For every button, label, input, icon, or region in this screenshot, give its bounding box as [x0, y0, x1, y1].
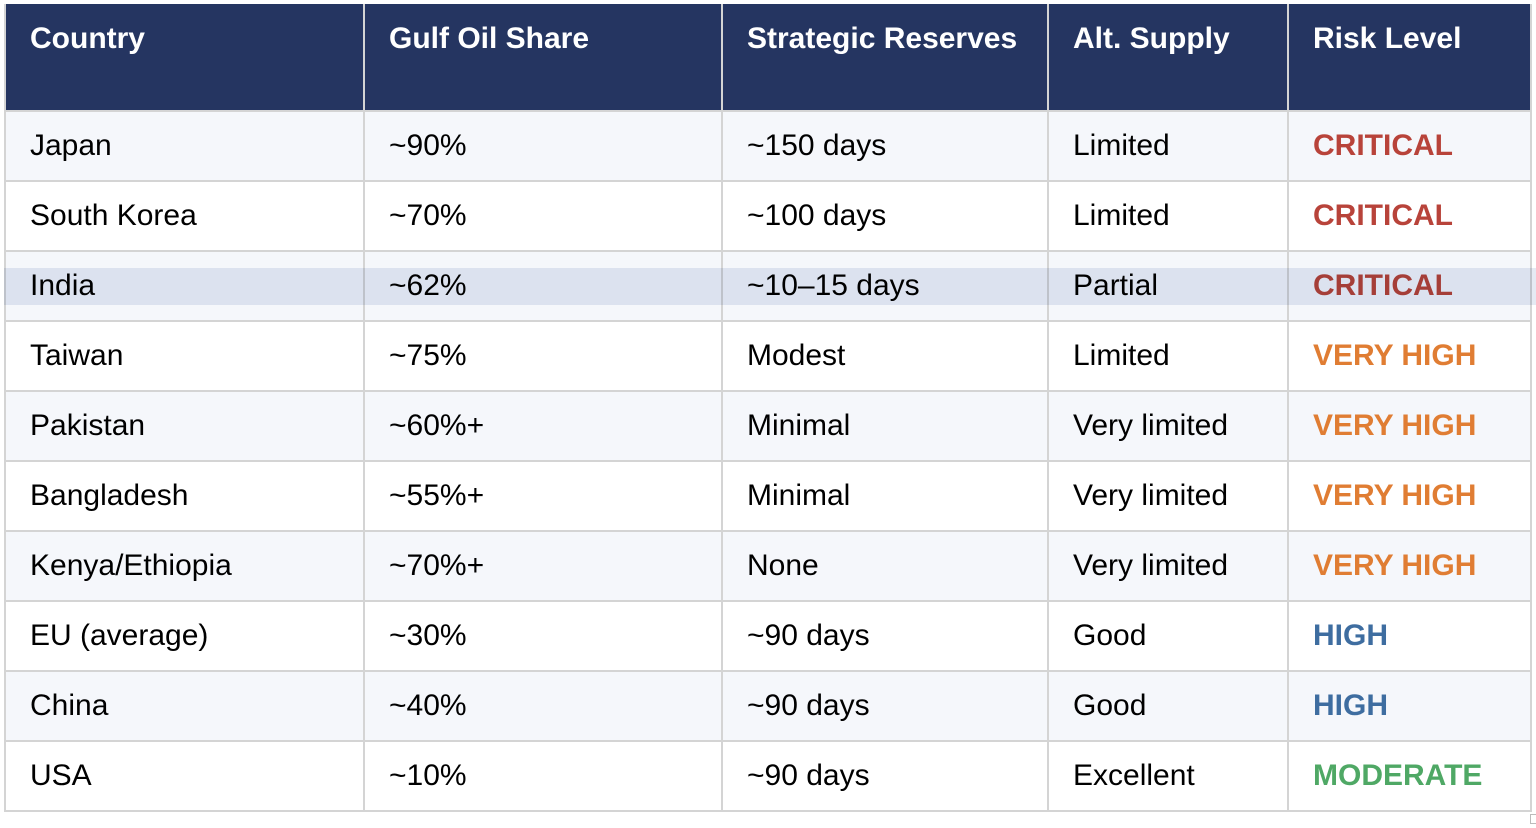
header-risk-level: Risk Level [1287, 4, 1532, 112]
risk-table: Country Gulf Oil Share Strategic Reserve… [4, 4, 1532, 812]
cell-country: Pakistan [4, 390, 365, 462]
table-row: South Korea ~70% ~100 days Limited CRITICAL [4, 180, 1532, 252]
cell-alt-supply: Limited [1047, 320, 1289, 392]
header-country: Country [4, 4, 365, 112]
cell-risk-level: CRITICAL [1287, 110, 1532, 182]
cell-alt-supply: Excellent [1047, 740, 1289, 812]
cell-strategic-reserves: Minimal [721, 390, 1049, 462]
cell-strategic-reserves: ~90 days [721, 670, 1049, 742]
cell-risk-level: VERY HIGH [1287, 390, 1532, 462]
cell-gulf-oil-share: ~60%+ [363, 390, 723, 462]
cell-strategic-reserves: ~90 days [721, 600, 1049, 672]
cell-country: India [4, 250, 365, 322]
cell-country: Japan [4, 110, 365, 182]
table-row: China ~40% ~90 days Good HIGH [4, 670, 1532, 742]
cell-strategic-reserves: Minimal [721, 460, 1049, 532]
cell-country: South Korea [4, 180, 365, 252]
cell-alt-supply: Partial [1047, 250, 1289, 322]
table-row: USA ~10% ~90 days Excellent MODERATE [4, 740, 1532, 812]
table-row: Pakistan ~60%+ Minimal Very limited VERY HIG… [4, 390, 1532, 462]
cell-risk-level: CRITICAL [1287, 180, 1532, 252]
cell-country: USA [4, 740, 365, 812]
header-alt-supply: Alt. Supply [1047, 4, 1289, 112]
cell-risk-level: VERY HIGH [1287, 530, 1532, 602]
cell-gulf-oil-share: ~62% [363, 250, 723, 322]
cell-gulf-oil-share: ~30% [363, 600, 723, 672]
cell-gulf-oil-share: ~55%+ [363, 460, 723, 532]
cell-gulf-oil-share: ~70%+ [363, 530, 723, 602]
table-row: Taiwan ~75% Modest Limited VERY HIGH [4, 320, 1532, 392]
cell-strategic-reserves: ~90 days [721, 740, 1049, 812]
cell-gulf-oil-share: ~10% [363, 740, 723, 812]
table-row: EU (average) ~30% ~90 days Good HIGH [4, 600, 1532, 672]
cell-country: EU (average) [4, 600, 365, 672]
cell-strategic-reserves: None [721, 530, 1049, 602]
cell-alt-supply: Limited [1047, 180, 1289, 252]
cell-gulf-oil-share: ~90% [363, 110, 723, 182]
header-row: Country Gulf Oil Share Strategic Reserve… [4, 4, 1532, 112]
cell-risk-level: MODERATE [1287, 740, 1532, 812]
header-strategic-reserves: Strategic Reserves [721, 4, 1049, 112]
cell-alt-supply: Very limited [1047, 460, 1289, 532]
cell-risk-level: VERY HIGH [1287, 460, 1532, 532]
cell-strategic-reserves: ~150 days [721, 110, 1049, 182]
cell-alt-supply: Very limited [1047, 530, 1289, 602]
table-row: Japan ~90% ~150 days Limited CRITICAL [4, 110, 1532, 182]
cell-alt-supply: Very limited [1047, 390, 1289, 462]
cell-strategic-reserves: ~10–15 days [721, 250, 1049, 322]
cell-gulf-oil-share: ~40% [363, 670, 723, 742]
cell-risk-level: VERY HIGH [1287, 320, 1532, 392]
cell-risk-level: CRITICAL [1287, 250, 1532, 322]
table-row: Kenya/Ethiopia ~70%+ None Very limited VERY … [4, 530, 1532, 602]
cell-gulf-oil-share: ~75% [363, 320, 723, 392]
cell-strategic-reserves: ~100 days [721, 180, 1049, 252]
cell-gulf-oil-share: ~70% [363, 180, 723, 252]
cell-country: Taiwan [4, 320, 365, 392]
cell-country: Kenya/Ethiopia [4, 530, 365, 602]
cell-alt-supply: Limited [1047, 110, 1289, 182]
cell-country: Bangladesh [4, 460, 365, 532]
table-row: India ~62% ~10–15 days Partial CRITICAL [4, 250, 1532, 322]
table-row: Bangladesh ~55%+ Minimal Very limited VERY H… [4, 460, 1532, 532]
cell-risk-level: HIGH [1287, 600, 1532, 672]
resize-handle[interactable] [1530, 814, 1536, 824]
cell-alt-supply: Good [1047, 600, 1289, 672]
cell-country: China [4, 670, 365, 742]
cell-strategic-reserves: Modest [721, 320, 1049, 392]
cell-alt-supply: Good [1047, 670, 1289, 742]
cell-risk-level: HIGH [1287, 670, 1532, 742]
header-gulf-oil-share: Gulf Oil Share [363, 4, 723, 112]
